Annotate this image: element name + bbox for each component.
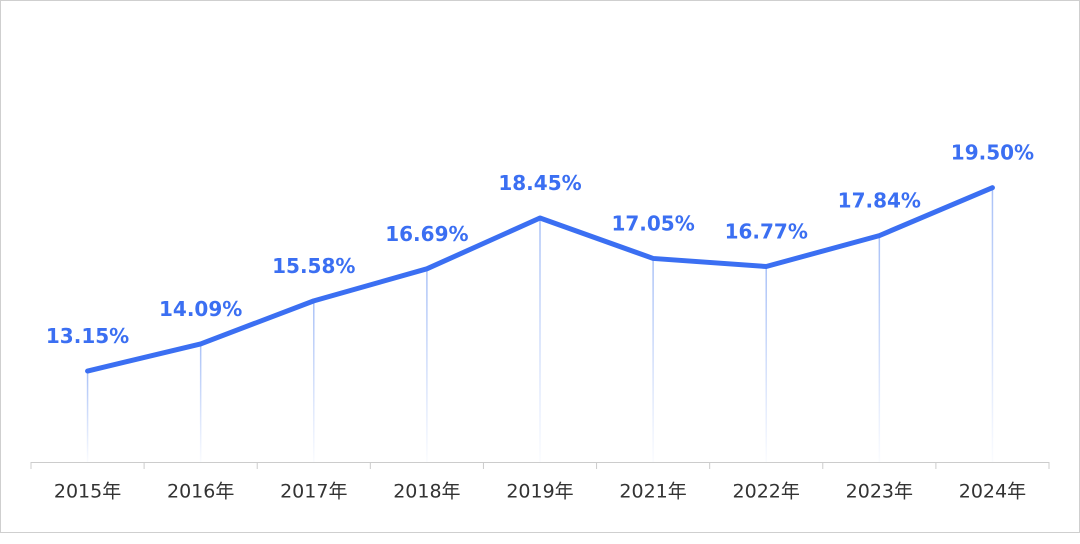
x-tick-label: 2016年 [167,481,234,503]
line [85,185,995,374]
value-label: 19.50% [951,141,1034,165]
value-label: 18.45% [498,171,581,195]
value-label: 16.77% [725,220,808,244]
x-tick-label: 2017年 [280,481,347,503]
value-label: 17.05% [611,211,694,235]
value-label: 17.84% [838,189,921,213]
x-tick-label: 2018年 [393,481,460,503]
x-tick-label: 2015年 [54,481,121,503]
value-label: 16.69% [385,222,468,246]
x-tick-label: 2021年 [619,481,686,503]
x-tick-label: 2023年 [846,481,913,503]
value-label: 13.15% [46,324,129,348]
x-tick-label: 2024年 [959,481,1026,503]
value-label: 14.09% [159,297,242,321]
value-label: 15.58% [272,254,355,278]
x-tick-label: 2022年 [733,481,800,503]
x-tick-label: 2019年 [506,481,573,503]
